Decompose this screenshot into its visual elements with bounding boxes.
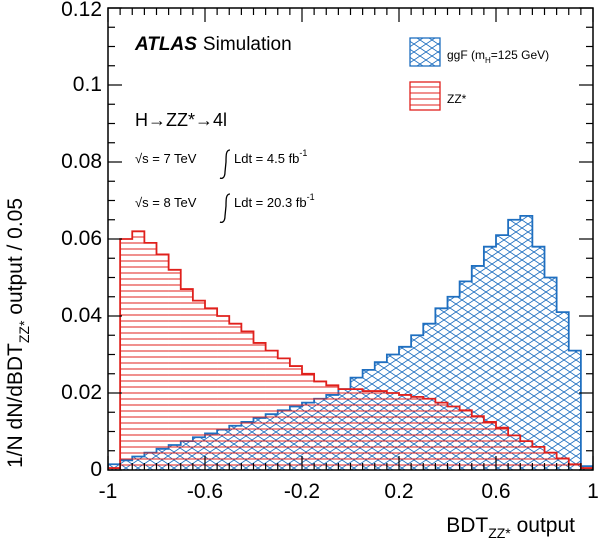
histogram-bin-ggf [568, 350, 582, 470]
y-tick-label: 0.04 [61, 304, 102, 327]
x-axis-title: BDTZZ* output [446, 514, 575, 541]
series-outline-zz [108, 230, 593, 470]
histogram-bin-ggf [108, 464, 121, 470]
y-tick-label: 0.12 [61, 0, 102, 21]
histogram-bin-ggf [496, 235, 509, 470]
histogram-bin-ggf [556, 312, 569, 470]
histogram-bin-zz [362, 391, 375, 470]
histogram-bin-zz [289, 366, 303, 470]
histogram-bin-zz [338, 389, 351, 470]
integral-symbol [219, 193, 231, 223]
histogram-bin-zz [520, 441, 533, 470]
integral-symbol [219, 149, 231, 179]
histogram-bin-ggf [508, 219, 521, 470]
histogram-bin-zz [556, 458, 569, 470]
legend-label-zz: ZZ* [447, 92, 467, 106]
histogram-bin-zz [205, 308, 218, 470]
histogram-bin-zz [168, 269, 181, 470]
histogram-bin-zz [399, 394, 412, 470]
process-label: H→ZZ*→4l [135, 110, 227, 130]
histogram-bin-zz [483, 421, 497, 470]
histogram-bin-zz [386, 393, 400, 470]
x-tick-label: -0.2 [284, 480, 320, 503]
x-tick-label: 0.2 [384, 480, 413, 503]
energy-8tev-label: √s = 8 TeV [135, 195, 197, 210]
histogram-bin-zz [302, 373, 315, 470]
histogram-bin-ggf [532, 246, 545, 470]
legend: ggF (mH=125 GeV) ZZ* [409, 37, 549, 111]
histogram-bin-zz [120, 239, 133, 470]
histogram-bin-zz [326, 385, 339, 470]
y-tick-label: 0.06 [61, 227, 102, 250]
histogram-bin-zz [253, 342, 266, 470]
histogram-bin-ggf [483, 246, 497, 470]
histogram-bin-zz [447, 406, 460, 470]
histogram-bin-zz [471, 416, 485, 470]
x-tick-label: -1 [99, 480, 118, 503]
histogram-bin-zz [423, 398, 436, 470]
luminosity-7tev-label: Ldt = 4.5 fb-1 [234, 148, 307, 166]
histogram-bin-zz [314, 381, 327, 470]
luminosity-8tev-label: Ldt = 20.3 fb-1 [234, 192, 315, 210]
histogram-bin-zz [544, 452, 557, 470]
histogram-bin-zz [229, 323, 242, 470]
histogram-bin-zz [108, 468, 121, 470]
histogram-bin-zz [217, 316, 230, 470]
histogram-bin-zz [180, 289, 194, 470]
histogram-bin-zz [459, 410, 472, 470]
y-tick-label: 0 [90, 458, 102, 481]
x-tick-label: 1 [587, 480, 599, 503]
histogram-bin-zz [144, 242, 157, 470]
histogram-bin-zz [532, 446, 545, 470]
legend-label-ggf: ggF (mH=125 GeV) [447, 48, 549, 65]
histogram-bin-zz [496, 427, 509, 470]
experiment-label: ATLAS Simulation [134, 34, 292, 55]
histogram-bin-zz [435, 402, 448, 470]
y-axis-title: 1/N dN/dBDTZZ* output / 0.05 [4, 198, 32, 468]
y-tick-label: 0.02 [61, 381, 102, 404]
y-tick-label: 0.1 [73, 73, 102, 96]
histogram-bin-zz [241, 331, 254, 470]
histogram-bin-zz [508, 435, 521, 470]
legend-swatch-zz [409, 81, 441, 111]
energy-7tev-label: √s = 7 TeV [135, 151, 197, 166]
x-tick-label: -0.6 [187, 480, 223, 503]
histogram-bin-zz [132, 231, 145, 470]
x-tick-label: 0.6 [481, 480, 510, 503]
histogram-bin-zz [374, 391, 388, 470]
histogram-bin-ggf [520, 215, 533, 470]
histogram-bin-zz [568, 464, 582, 470]
histogram-bin-zz [350, 389, 363, 470]
histogram-bin-zz [411, 396, 424, 470]
histogram-bin-zz [277, 358, 291, 470]
y-tick-label: 0.08 [61, 150, 102, 173]
histogram-bin-zz [580, 468, 593, 470]
histogram-bin-zz [265, 350, 278, 470]
histogram-bin-zz [192, 300, 206, 470]
histogram-bin-zz [156, 254, 169, 470]
histogram-bin-ggf [544, 277, 557, 470]
legend-swatch-ggf [409, 37, 441, 67]
